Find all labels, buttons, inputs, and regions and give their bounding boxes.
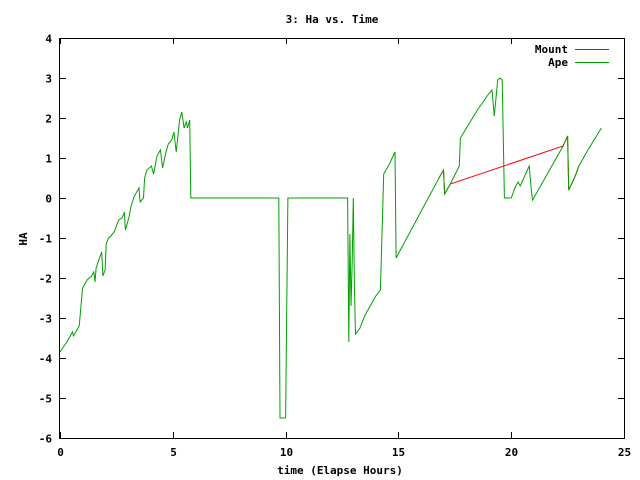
x-tick-label: 20 [505,446,518,459]
x-tick-label: 25 [618,446,631,459]
y-tick-label: 2 [45,113,52,126]
x-axis-ticks: 0 5 10 15 20 25 [57,38,631,459]
y-tick-label: -4 [39,353,53,366]
y-axis-ticks: 4 3 2 1 0 -1 -2 -3 -4 -5 -6 [39,33,624,446]
x-tick-label: 5 [170,446,177,459]
x-tick-label: 0 [57,446,64,459]
series-lines [59,77,602,419]
y-tick-label: 4 [45,33,52,46]
y-tick-label: 0 [45,193,52,206]
y-tick-label: 3 [45,73,52,86]
legend-label-ape: Ape [548,56,568,69]
chart-title: 3: Ha vs. Time [286,13,379,26]
legend-label-mount: Mount [535,43,568,56]
y-tick-label: -3 [39,313,52,326]
series-line-ape [59,77,602,419]
y-tick-label: -1 [39,233,53,246]
y-tick-label: -6 [39,433,53,446]
plot-frame [59,38,625,439]
x-tick-label: 10 [280,446,293,459]
x-tick-label: 15 [392,446,405,459]
y-tick-label: -5 [39,393,52,406]
x-axis-label: time (Elapse Hours) [277,464,403,477]
y-axis-label: HA [17,232,30,246]
y-tick-label: 1 [45,153,52,166]
y-tick-label: -2 [39,273,52,286]
